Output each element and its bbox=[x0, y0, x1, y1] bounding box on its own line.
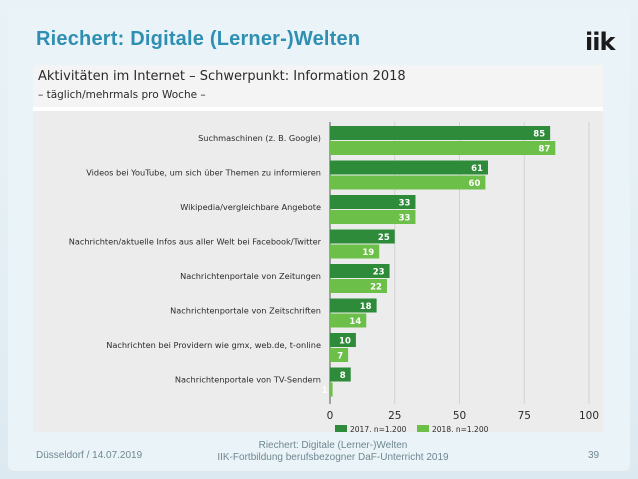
category-label: Nachrichten/aktuelle Infos aus aller Wel… bbox=[69, 237, 322, 247]
footer-center-line1: Riechert: Digitale (Lerner-)Welten bbox=[258, 440, 408, 451]
x-tick-label: 75 bbox=[518, 410, 531, 422]
footer-location-date: Düsseldorf / 14.07.2019 bbox=[36, 450, 143, 461]
bar-2018 bbox=[330, 141, 556, 155]
footer-center-line2: IIK-Fortbildung berufsbezogner DaF-Unter… bbox=[217, 452, 449, 463]
data-label: 33 bbox=[399, 199, 411, 209]
data-label: 60 bbox=[469, 179, 481, 189]
data-label: 87 bbox=[538, 145, 550, 155]
data-label: 33 bbox=[399, 214, 411, 224]
data-label: 23 bbox=[373, 268, 385, 278]
x-tick-label: 25 bbox=[388, 410, 401, 422]
data-label: 8 bbox=[340, 371, 346, 381]
bar-2017 bbox=[330, 229, 395, 244]
chart-header: Aktivitäten im Internet – Schwerpunkt: I… bbox=[33, 65, 603, 107]
legend-swatch bbox=[417, 425, 429, 432]
bar-2017 bbox=[330, 367, 351, 382]
category-label: Videos bei YouTube, um sich über Themen … bbox=[86, 168, 321, 178]
chart-title: Aktivitäten im Internet – Schwerpunkt: I… bbox=[38, 69, 406, 84]
category-label: Nachrichtenportale von Zeitschriften bbox=[170, 306, 321, 316]
legend-swatch bbox=[335, 425, 347, 432]
bar-2018 bbox=[330, 279, 387, 293]
iik-logo: iik bbox=[585, 28, 615, 56]
data-label: 19 bbox=[362, 248, 374, 258]
bar-2017 bbox=[330, 126, 551, 140]
bar-2017 bbox=[330, 264, 390, 278]
bar-2018 bbox=[330, 244, 380, 259]
chart-body: Suchmaschinen (z. B. Google) 85 87 Videos b… bbox=[33, 111, 603, 434]
bar-2018 bbox=[330, 210, 416, 224]
data-label: 22 bbox=[370, 283, 382, 293]
category-label: Nachrichtenportale von TV-Sendern bbox=[175, 375, 321, 385]
bar-2017 bbox=[330, 333, 356, 347]
x-tick-label: 50 bbox=[453, 410, 466, 422]
chart-subtitle: – täglich/mehrmals pro Woche – bbox=[38, 89, 206, 101]
bar-2018 bbox=[330, 382, 333, 397]
bar-2018 bbox=[330, 313, 367, 328]
data-label: 18 bbox=[360, 302, 372, 312]
bar-2018 bbox=[330, 175, 486, 190]
page-number: 39 bbox=[588, 450, 600, 461]
data-label: 14 bbox=[349, 317, 361, 327]
bar-2017 bbox=[330, 298, 377, 313]
bar-2017 bbox=[330, 160, 488, 175]
x-tick-label: 100 bbox=[579, 410, 599, 422]
data-label: 1 bbox=[322, 386, 328, 396]
data-label: 10 bbox=[339, 337, 351, 347]
category-label: Nachrichtenportale von Zeitungen bbox=[180, 271, 321, 281]
category-label: Wikipedia/vergleichbare Angebote bbox=[180, 202, 321, 212]
category-label: Nachrichten bei Providern wie gmx, web.d… bbox=[106, 340, 321, 350]
chart-card: Aktivitäten im Internet – Schwerpunkt: I… bbox=[33, 65, 603, 434]
category-label: Suchmaschinen (z. B. Google) bbox=[198, 133, 321, 143]
legend-label: 2018, n=1.200 bbox=[432, 425, 489, 432]
data-label: 25 bbox=[378, 233, 390, 243]
data-label: 61 bbox=[471, 164, 483, 174]
legend-label: 2017, n=1.200 bbox=[350, 425, 407, 432]
data-label: 85 bbox=[533, 130, 545, 140]
x-tick-label: 0 bbox=[327, 410, 334, 422]
data-label: 7 bbox=[337, 352, 343, 362]
bar-2017 bbox=[330, 195, 416, 209]
slide-title: Riechert: Digitale (Lerner-)Welten bbox=[36, 28, 361, 50]
footer-center: Riechert: Digitale (Lerner-)Welten IIK-F… bbox=[190, 440, 476, 464]
bar-2018 bbox=[330, 348, 349, 362]
